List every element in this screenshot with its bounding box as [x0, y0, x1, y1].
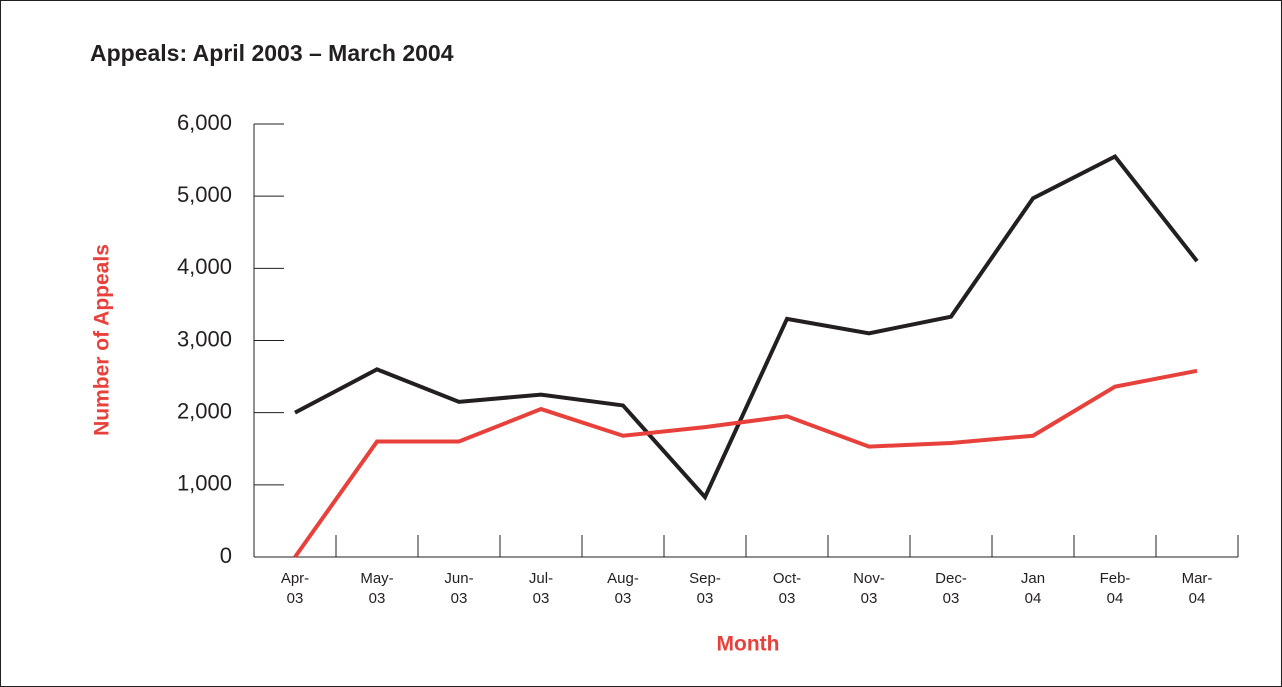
- x-tick-label: Oct-03: [773, 570, 801, 607]
- series-line: [293, 368, 1198, 559]
- x-tick-label: Aug-03: [607, 570, 639, 607]
- x-tick-label: Apr-03: [281, 570, 309, 607]
- y-tick-label: 3,000: [177, 326, 232, 351]
- x-tick-label: Mar-04: [1182, 570, 1213, 607]
- y-tick-label: 0: [220, 543, 232, 568]
- x-axis-label: Month: [717, 633, 780, 656]
- x-tick-label: Nov-03: [853, 570, 885, 607]
- series-line: [294, 153, 1199, 501]
- y-tick-label: 1,000: [177, 471, 232, 496]
- y-tick-label: 2,000: [177, 398, 232, 423]
- x-tick-label: Jun-03: [444, 570, 473, 607]
- chart-title: Appeals: April 2003 – March 2004: [90, 40, 454, 66]
- x-tick-label: May-03: [360, 570, 393, 607]
- y-tick-label: 6,000: [177, 110, 232, 135]
- x-tick-label: Jul-03: [529, 570, 553, 607]
- y-tick-label: 5,000: [177, 182, 232, 207]
- y-tick-label: 4,000: [177, 254, 232, 279]
- x-tick-label: Feb-04: [1100, 570, 1131, 607]
- x-tick-label: Dec-03: [935, 570, 967, 607]
- y-axis-label: Number of Appeals: [91, 244, 114, 436]
- x-tick-label: Sep-03: [689, 570, 721, 607]
- x-tick-label: Jan 04: [1021, 570, 1045, 607]
